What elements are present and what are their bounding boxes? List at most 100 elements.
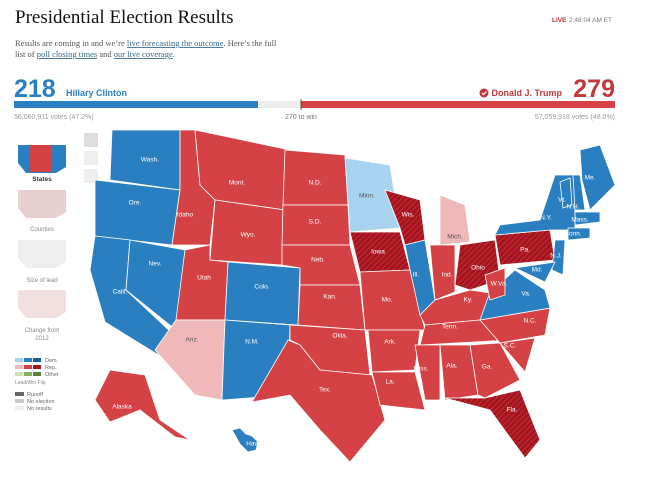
state-label: Pa.	[520, 247, 530, 254]
state-label: Tenn.	[442, 324, 458, 331]
legend-label: No results	[27, 406, 52, 412]
state-label: La.	[385, 379, 394, 386]
legend-label: Lead/Win Flip	[15, 380, 46, 386]
swatch	[24, 365, 32, 369]
intro: Results are coming in and we’re live for…	[15, 38, 277, 48]
state-label: Conn.	[564, 231, 582, 238]
clinton-name: Hillary Clinton	[66, 88, 127, 98]
state[interactable]	[251, 339, 386, 463]
state-label: Mass.	[571, 217, 589, 224]
legend-label: Runoff	[27, 392, 44, 398]
legend-label: Dem.	[45, 358, 59, 364]
thumb-counties[interactable]	[18, 190, 66, 218]
state-label: S.C.	[504, 343, 517, 350]
trump-name: Donald J. Trump	[491, 88, 562, 98]
reset[interactable]	[84, 169, 98, 183]
state[interactable]	[567, 227, 591, 241]
state[interactable]	[484, 267, 506, 301]
bar-rep	[301, 101, 615, 108]
swatch	[15, 358, 23, 362]
state[interactable]	[414, 344, 441, 401]
state[interactable]	[444, 389, 541, 459]
swatch	[15, 406, 24, 410]
state-label: Tex.	[319, 387, 331, 394]
state-label: N.J.	[550, 253, 562, 260]
intro-text: and	[97, 49, 114, 59]
state[interactable]	[439, 194, 471, 246]
state[interactable]	[231, 427, 259, 453]
state-label: N.M.	[245, 339, 259, 346]
zoom-in[interactable]	[84, 133, 98, 147]
state-label: Utah	[197, 275, 211, 282]
state[interactable]	[479, 269, 551, 321]
legend-label: Rep.	[45, 365, 57, 371]
intro-text: . Here’s the full	[223, 38, 277, 48]
state-label: Ore.	[129, 200, 142, 207]
map: Wash. Ore. Calif. Nev. Idaho Mont. Wyo. Utah Col…	[89, 129, 616, 463]
state-label: Ark.	[384, 339, 396, 346]
title: Presidential Election Results	[15, 7, 233, 28]
state-label: Ohio	[471, 265, 485, 272]
state[interactable]	[154, 319, 226, 401]
state-label: Idaho	[177, 212, 194, 219]
zoom-out[interactable]	[84, 151, 98, 165]
trump-electoral: 279	[573, 75, 615, 103]
state[interactable]	[574, 211, 601, 226]
link[interactable]: live forecasting the outcome	[127, 38, 224, 48]
link[interactable]: our live coverage	[114, 49, 173, 59]
state-label: Ariz.	[186, 337, 199, 344]
state-label: Ala.	[446, 363, 457, 370]
state-label: Minn.	[359, 193, 375, 200]
swatch	[15, 399, 24, 403]
state-label: Miss.	[413, 366, 428, 373]
state[interactable]	[297, 284, 366, 331]
time: 2:48:04 AM ET	[569, 17, 612, 24]
state-label: N.D.	[309, 180, 322, 187]
intro-text: list of	[15, 49, 37, 59]
state-label: S.D.	[309, 219, 322, 226]
state[interactable]	[572, 174, 586, 211]
state-label: N.Y.	[540, 215, 552, 222]
state[interactable]	[429, 244, 456, 301]
thumb-change[interactable]	[18, 290, 66, 318]
state[interactable]	[224, 261, 301, 326]
state-label: Md.	[532, 267, 543, 274]
state-label: Mich.	[447, 234, 463, 241]
swatch	[33, 365, 41, 369]
clinton-electoral: 218	[14, 75, 56, 103]
state[interactable]	[469, 342, 521, 399]
check	[481, 91, 487, 96]
thumb-shape	[30, 145, 52, 172]
trump-popular: 57,059,918 votes (48.0%)	[535, 114, 615, 121]
state[interactable]	[371, 371, 426, 411]
bar-uncalled	[258, 101, 301, 108]
state[interactable]	[94, 179, 181, 246]
state-label: N.C.	[524, 318, 537, 325]
state-label: Wis.	[402, 212, 415, 219]
state[interactable]	[513, 261, 556, 283]
thumb-lead[interactable]	[18, 240, 66, 268]
state[interactable]	[282, 149, 349, 206]
state-label: Vt.	[558, 197, 566, 204]
state[interactable]	[367, 329, 421, 373]
state[interactable]	[559, 177, 573, 209]
state[interactable]	[499, 337, 536, 373]
legend-label: Other	[45, 372, 59, 378]
state-label: Calif.	[113, 289, 128, 296]
state-label: Mont.	[229, 180, 245, 187]
state-label: Okla.	[332, 333, 347, 340]
intro: list of poll closing times and our live …	[15, 49, 175, 59]
winner-check	[479, 88, 489, 98]
clinton-popular: 56,060,911 votes (47.2%)	[14, 114, 94, 121]
state-label: Neb.	[311, 257, 325, 264]
link[interactable]: poll closing times	[37, 49, 97, 59]
state[interactable]	[94, 369, 191, 441]
state[interactable]	[579, 144, 616, 211]
bar-dem	[14, 101, 258, 108]
swatch	[24, 358, 32, 362]
state-label: Ga.	[482, 364, 493, 371]
state[interactable]	[551, 239, 566, 276]
view-label: States	[32, 176, 52, 183]
state-label: Iowa	[371, 249, 385, 256]
